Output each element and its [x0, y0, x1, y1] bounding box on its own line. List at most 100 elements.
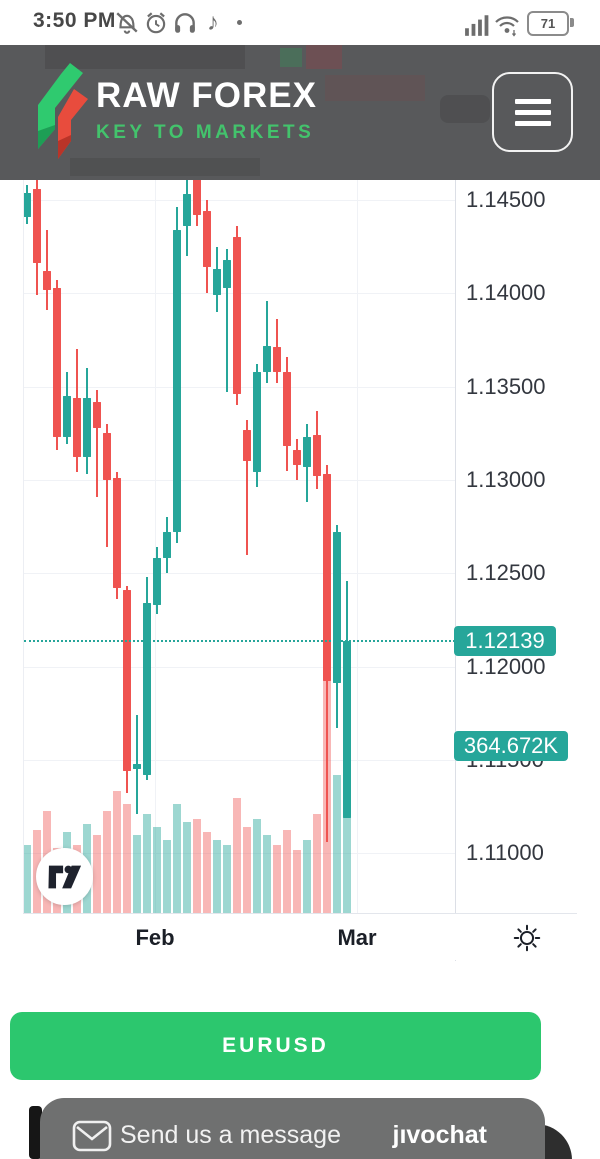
candle-body — [223, 259, 231, 288]
volume-bar — [343, 818, 351, 913]
candle-body — [33, 188, 41, 264]
price-axis-label: 1.12000 — [466, 653, 546, 679]
volume-bar — [133, 835, 141, 913]
notification-dot-icon — [237, 20, 242, 25]
battery-level-text: 71 — [540, 16, 556, 31]
battery-icon: 71 — [527, 11, 569, 36]
volume-bar — [153, 827, 161, 913]
v-gridline — [155, 180, 156, 913]
volume-bar — [143, 814, 151, 913]
app-header: RAW FOREX KEY TO MARKETS — [0, 45, 600, 180]
candle-body — [193, 180, 201, 215]
price-axis-divider — [455, 180, 456, 961]
candle-body — [203, 211, 211, 268]
headphones-icon — [175, 13, 195, 33]
status-bar: 3:50 PM ♪ — [0, 0, 600, 45]
volume-bar — [253, 819, 261, 913]
header-translucency-patch — [440, 95, 490, 123]
volume-bar — [303, 840, 311, 913]
price-axis-label: 1.11000 — [466, 840, 544, 866]
hamburger-bar — [514, 120, 551, 126]
price-axis-label: 1.13500 — [466, 373, 546, 399]
candle-wick — [106, 423, 108, 548]
h-gridline — [24, 573, 455, 575]
candle-body — [93, 401, 101, 428]
candle-body — [153, 558, 161, 605]
sun-icon — [513, 924, 541, 952]
volume-bar — [273, 845, 281, 913]
price-axis-label: 1.14500 — [466, 187, 546, 212]
h-gridline — [24, 853, 455, 855]
volume-bar — [93, 835, 101, 913]
candle-body — [73, 397, 81, 458]
candle-body — [123, 589, 131, 771]
volume-bar — [183, 822, 191, 913]
volume-bar — [263, 835, 271, 913]
hamburger-bar — [514, 109, 551, 115]
candle-wick — [246, 420, 248, 555]
theme-toggle-button[interactable] — [499, 921, 555, 955]
candle-body — [323, 474, 331, 682]
chat-widget-button[interactable]: Send us a message jıvochat — [40, 1098, 545, 1159]
candle-body — [173, 229, 181, 533]
price-axis-label: 1.12500 — [466, 560, 546, 586]
current-price-line — [24, 639, 455, 642]
candle-body — [283, 371, 291, 447]
bell-muted-icon — [116, 12, 138, 34]
hamburger-menu-button[interactable] — [492, 72, 573, 152]
volume-bar — [103, 811, 111, 913]
candle-body — [313, 435, 321, 477]
candle-wick — [96, 390, 98, 497]
volume-bar — [23, 845, 31, 913]
volume-bar — [173, 804, 181, 913]
time-axis[interactable]: Feb Mar — [23, 913, 577, 960]
volume-bar — [113, 791, 121, 913]
candle-body — [263, 345, 271, 372]
volume-bar — [223, 845, 231, 913]
header-translucency-patch — [280, 48, 302, 67]
chat-message-text: Send us a message — [120, 1121, 341, 1149]
candle-body — [133, 763, 141, 770]
candle-body — [23, 192, 31, 217]
candle-body — [213, 269, 221, 296]
volume-bar — [203, 832, 211, 913]
chat-shadow-left — [29, 1106, 42, 1159]
h-gridline — [24, 759, 455, 761]
candle-body — [273, 347, 281, 372]
candle-body — [83, 397, 91, 458]
header-translucency-patch — [70, 158, 260, 176]
symbol-button[interactable]: EURUSD — [10, 1012, 541, 1080]
price-axis[interactable]: 1.12139 364.672K 1.14500 1.14000 1.13500 1.… — [454, 180, 600, 913]
brand-title: RAW FOREX — [96, 76, 317, 115]
volume-bar — [163, 840, 171, 913]
candle-body — [43, 270, 51, 290]
volume-bar — [283, 830, 291, 913]
tradingview-logo[interactable] — [36, 848, 93, 905]
v-gridline — [357, 180, 358, 913]
volume-bar — [193, 819, 201, 913]
candle-body — [63, 395, 71, 437]
h-gridline — [24, 666, 455, 668]
candle-body — [53, 287, 61, 437]
volume-bar — [293, 850, 301, 913]
alarm-clock-icon — [146, 12, 166, 34]
brand-block: RAW FOREX KEY TO MARKETS — [96, 78, 317, 144]
brand-tagline: KEY TO MARKETS — [96, 122, 315, 143]
signal-icon — [465, 15, 489, 36]
volume-bar — [123, 804, 131, 913]
battery-nub — [570, 18, 574, 27]
wifi-icon — [495, 16, 519, 37]
header-translucency-patch — [306, 45, 342, 69]
chart-pane[interactable] — [0, 180, 455, 913]
candle-body — [253, 371, 261, 473]
candle-body — [113, 478, 121, 589]
candle-body — [233, 237, 241, 395]
candle-body — [163, 532, 171, 559]
current-price-badge: 1.12139 — [454, 625, 556, 656]
header-translucency-patch — [325, 75, 425, 101]
candle-body — [333, 532, 341, 684]
candle-wick — [226, 248, 228, 393]
raw-forex-logo[interactable] — [30, 61, 90, 165]
volume-bar — [213, 840, 221, 913]
